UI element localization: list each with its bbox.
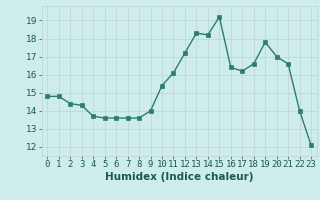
X-axis label: Humidex (Indice chaleur): Humidex (Indice chaleur) — [105, 172, 253, 182]
